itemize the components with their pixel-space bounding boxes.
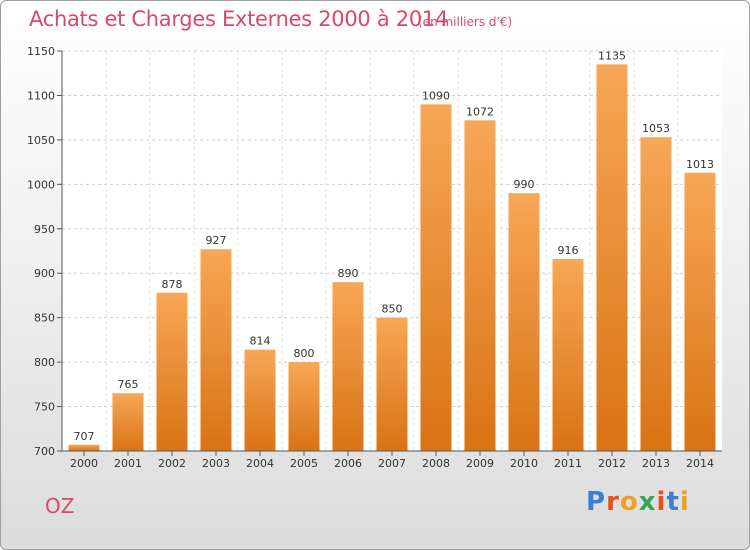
y-tick-label: 1150 <box>27 45 55 58</box>
bar <box>376 317 408 451</box>
bar <box>552 259 584 451</box>
y-tick-label: 850 <box>34 312 55 325</box>
x-tick-label: 2011 <box>554 457 582 470</box>
chart-subtitle: (en milliers d'€) <box>418 15 513 29</box>
data-label: 878 <box>162 278 183 291</box>
x-tick-label: 2009 <box>466 457 494 470</box>
y-tick-label: 700 <box>34 445 55 458</box>
logo-letter: P <box>586 487 607 517</box>
x-tick-label: 2008 <box>422 457 450 470</box>
data-label: 990 <box>514 178 535 191</box>
data-label: 927 <box>206 234 227 247</box>
x-tick-label: 2007 <box>378 457 406 470</box>
data-label: 890 <box>338 267 359 280</box>
y-tick-label: 1100 <box>27 89 55 102</box>
y-tick-label: 1000 <box>27 178 55 191</box>
x-tick-label: 2005 <box>290 457 318 470</box>
data-label: 707 <box>74 430 95 443</box>
data-label: 765 <box>118 378 139 391</box>
x-tick-label: 2002 <box>158 457 186 470</box>
data-label: 1090 <box>422 89 450 102</box>
bar <box>684 172 716 451</box>
bar <box>332 282 364 451</box>
x-tick-label: 2012 <box>598 457 626 470</box>
bar <box>420 104 452 451</box>
bar <box>112 393 144 451</box>
x-tick-label: 2006 <box>334 457 362 470</box>
data-label: 1072 <box>466 105 494 118</box>
y-tick-label: 950 <box>34 223 55 236</box>
x-tick-label: 2014 <box>686 457 714 470</box>
data-label: 850 <box>382 303 403 316</box>
x-tick-label: 2004 <box>246 457 274 470</box>
commune-name: OZ <box>45 494 75 518</box>
data-label: 1135 <box>598 49 626 62</box>
bar <box>68 444 100 451</box>
y-tick-label: 900 <box>34 267 55 280</box>
bar <box>464 120 496 451</box>
chart-title: Achats et Charges Externes 2000 à 2014 <box>29 7 449 31</box>
bar <box>596 64 628 452</box>
logo-letter: i <box>679 487 690 517</box>
data-label: 814 <box>250 335 271 348</box>
logo-letter: t <box>666 487 680 517</box>
x-tick-label: 2001 <box>114 457 142 470</box>
bar <box>156 292 188 451</box>
data-label: 800 <box>294 347 315 360</box>
logo-letter: o <box>619 487 639 517</box>
data-label: 1013 <box>686 158 714 171</box>
logo-letter: i <box>656 487 667 517</box>
y-tick-label: 1050 <box>27 134 55 147</box>
x-tick-label: 2013 <box>642 457 670 470</box>
data-label: 1053 <box>642 122 670 135</box>
y-tick-label: 800 <box>34 356 55 369</box>
proxiti-logo: Proxiti <box>586 487 690 517</box>
bar <box>200 249 232 451</box>
logo-letter: x <box>638 487 657 517</box>
bar <box>508 193 540 451</box>
bar <box>244 349 276 451</box>
y-tick-label: 750 <box>34 401 55 414</box>
x-tick-label: 2000 <box>70 457 98 470</box>
bar <box>640 137 672 451</box>
x-tick-label: 2003 <box>202 457 230 470</box>
data-label: 916 <box>558 244 579 257</box>
bar <box>288 362 320 451</box>
x-tick-label: 2010 <box>510 457 538 470</box>
logo-letter: r <box>606 487 620 517</box>
